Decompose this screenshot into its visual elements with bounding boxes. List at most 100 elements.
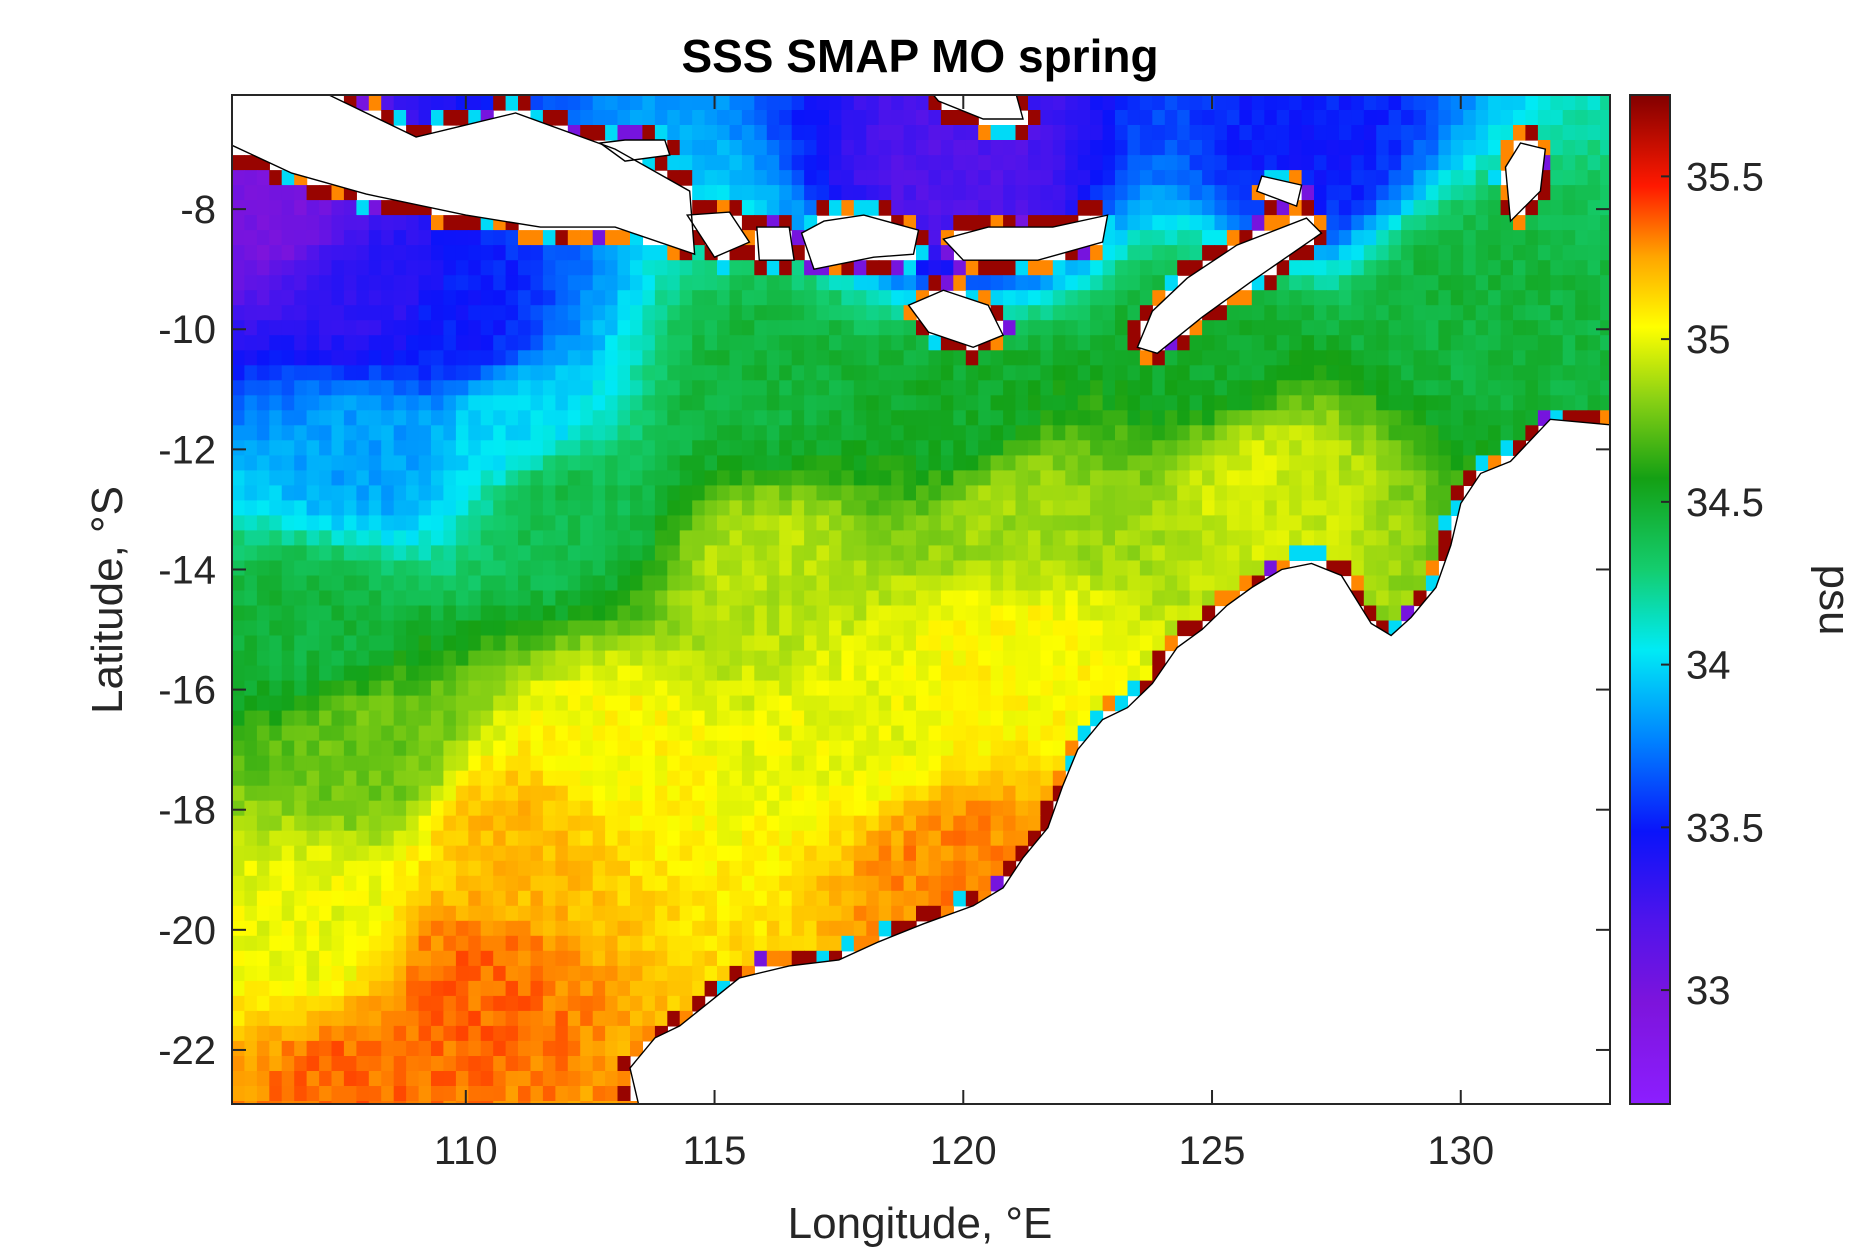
heatmap-cell xyxy=(729,500,743,517)
heatmap-cell xyxy=(592,230,606,246)
heatmap-cell xyxy=(1102,470,1116,487)
heatmap-cell xyxy=(891,170,905,186)
heatmap-cell xyxy=(381,890,395,907)
heatmap-cell xyxy=(1028,605,1042,622)
heatmap-cell xyxy=(1127,320,1141,336)
heatmap-cell xyxy=(406,905,420,922)
heatmap-cell xyxy=(1065,695,1079,712)
heatmap-cell xyxy=(393,635,407,652)
heatmap-cell xyxy=(853,815,867,832)
heatmap-cell xyxy=(1239,395,1253,411)
heatmap-cell xyxy=(493,935,507,952)
heatmap-cell xyxy=(580,965,594,982)
heatmap-cell xyxy=(518,965,532,982)
heatmap-cell xyxy=(1152,515,1166,532)
heatmap-cell xyxy=(878,95,892,111)
heatmap-cell xyxy=(965,410,979,426)
heatmap-cell xyxy=(1289,95,1303,111)
heatmap-cell xyxy=(580,245,594,261)
heatmap-cell xyxy=(1028,665,1042,682)
heatmap-cell xyxy=(294,185,308,201)
heatmap-cell xyxy=(990,380,1004,396)
heatmap-cell xyxy=(1276,320,1290,336)
heatmap-cell xyxy=(331,665,345,682)
heatmap-cell xyxy=(679,680,693,697)
heatmap-cell xyxy=(1239,335,1253,351)
heatmap-cell xyxy=(630,815,644,832)
heatmap-cell xyxy=(1028,485,1042,502)
heatmap-cell xyxy=(1152,170,1166,186)
heatmap-cell xyxy=(505,950,519,967)
heatmap-cell xyxy=(343,575,357,592)
heatmap-cell xyxy=(468,665,482,682)
heatmap-cell xyxy=(779,395,793,411)
heatmap-cell xyxy=(940,125,954,141)
heatmap-cell xyxy=(940,395,954,411)
heatmap-cell xyxy=(1376,125,1390,141)
heatmap-cell xyxy=(940,170,954,186)
heatmap-cell xyxy=(1351,410,1365,426)
heatmap-cell xyxy=(1326,395,1340,411)
heatmap-cell xyxy=(343,365,357,381)
heatmap-cell xyxy=(704,110,718,126)
heatmap-cell xyxy=(1003,125,1017,141)
heatmap-cell xyxy=(1351,440,1365,456)
heatmap-cell xyxy=(1388,515,1402,532)
heatmap-cell xyxy=(343,305,357,321)
heatmap-cell xyxy=(1102,635,1116,652)
heatmap-cell xyxy=(1463,350,1477,366)
heatmap-cell xyxy=(940,650,954,667)
heatmap-cell xyxy=(406,425,420,441)
heatmap-cell xyxy=(331,860,345,877)
heatmap-cell xyxy=(853,425,867,441)
heatmap-cell xyxy=(791,530,805,547)
heatmap-cell xyxy=(754,410,768,426)
heatmap-cell xyxy=(1003,140,1017,156)
heatmap-cell xyxy=(455,545,469,562)
heatmap-cell xyxy=(829,95,843,111)
heatmap-cell xyxy=(542,440,556,456)
heatmap-cell xyxy=(567,920,581,937)
heatmap-cell xyxy=(940,365,954,381)
heatmap-cell xyxy=(518,905,532,922)
heatmap-cell xyxy=(704,785,718,802)
heatmap-cell xyxy=(866,455,880,472)
heatmap-cell xyxy=(1164,365,1178,381)
heatmap-cell xyxy=(343,500,357,517)
heatmap-cell xyxy=(592,695,606,712)
heatmap-cell xyxy=(319,965,333,982)
heatmap-cell xyxy=(1115,350,1129,366)
heatmap-cell xyxy=(1090,260,1104,276)
heatmap-cell xyxy=(816,755,830,772)
heatmap-cell xyxy=(580,845,594,862)
heatmap-cell xyxy=(1314,170,1328,186)
heatmap-cell xyxy=(1264,155,1278,171)
heatmap-cell xyxy=(592,770,606,787)
heatmap-cell xyxy=(1425,395,1439,411)
heatmap-cell xyxy=(1115,680,1129,697)
heatmap-cell xyxy=(816,110,830,126)
heatmap-cell xyxy=(418,365,432,381)
heatmap-cell xyxy=(1401,230,1415,246)
heatmap-cell xyxy=(829,200,843,216)
heatmap-cell xyxy=(928,575,942,592)
heatmap-cell xyxy=(368,830,382,847)
heatmap-cell xyxy=(455,245,469,261)
heatmap-cell xyxy=(729,845,743,862)
heatmap-cell xyxy=(431,665,445,682)
heatmap-cell xyxy=(779,650,793,667)
heatmap-cell xyxy=(866,890,880,907)
heatmap-cell xyxy=(592,815,606,832)
heatmap-cell xyxy=(1264,380,1278,396)
heatmap-cell xyxy=(1351,155,1365,171)
heatmap-cell xyxy=(729,605,743,622)
heatmap-cell xyxy=(555,725,569,742)
heatmap-cell xyxy=(1127,380,1141,396)
heatmap-cell xyxy=(244,755,258,772)
heatmap-cell xyxy=(1587,125,1601,141)
heatmap-cell xyxy=(1587,305,1601,321)
heatmap-cell xyxy=(978,635,992,652)
heatmap-cell xyxy=(816,590,830,607)
heatmap-cell xyxy=(766,485,780,502)
heatmap-cell xyxy=(953,800,967,817)
